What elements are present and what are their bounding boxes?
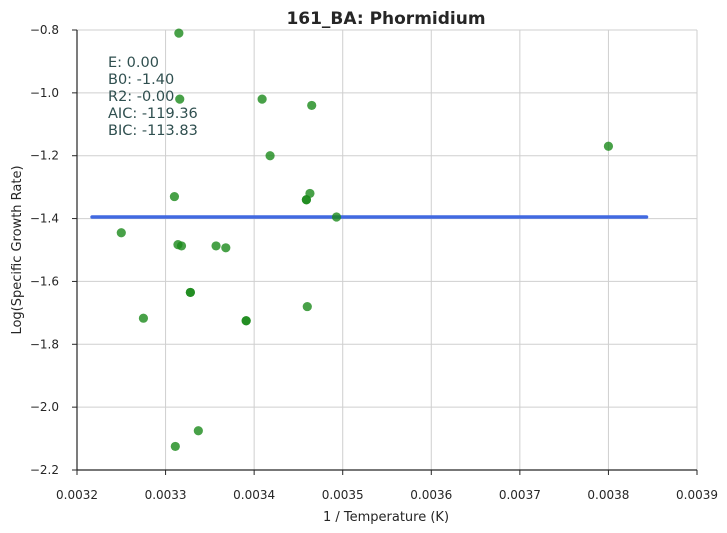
x-tick-label: 0.0036 <box>410 488 452 502</box>
data-point <box>331 212 342 222</box>
data-point <box>265 151 275 161</box>
stats-annotation: E: 0.00 B0: -1.40 R2: -0.00 AIC: -119.36… <box>108 55 198 139</box>
data-point <box>307 100 317 111</box>
y-tick-label: −1.2 <box>30 149 59 163</box>
data-point <box>257 94 267 104</box>
annotation-b0: B0: -1.40 <box>108 72 174 88</box>
x-tick-label: 0.0034 <box>233 488 275 502</box>
y-axis-title: Log(Specific Growth Rate) <box>10 165 25 334</box>
data-point <box>174 28 184 38</box>
data-point <box>302 301 312 312</box>
data-point <box>603 141 614 151</box>
annotation-aic: AIC: -119.36 <box>108 106 198 122</box>
annotation-r2: R2: -0.00 <box>108 89 174 105</box>
data-point <box>138 313 149 323</box>
y-tick-label: −1.4 <box>30 212 59 226</box>
chart-title: 161_BA: Phormidium <box>286 9 485 29</box>
x-tick-label: 0.0035 <box>322 488 364 502</box>
data-point <box>193 426 203 436</box>
data-point <box>170 441 180 452</box>
scatter-points <box>116 28 614 452</box>
annotation-bic: BIC: -113.83 <box>108 123 198 139</box>
data-point <box>185 287 195 298</box>
data-point <box>176 241 187 251</box>
x-tick-label: 0.0032 <box>56 488 98 502</box>
y-tick-label: −2.0 <box>30 400 59 414</box>
x-tick-label: 0.0039 <box>676 488 718 502</box>
data-point <box>301 195 311 205</box>
annotation-e: E: 0.00 <box>108 55 159 71</box>
y-tick-label: −1.6 <box>30 274 59 288</box>
y-tick-label: −0.8 <box>30 23 59 37</box>
data-point <box>241 316 251 326</box>
x-tick-label: 0.0033 <box>145 488 187 502</box>
x-tick-label: 0.0038 <box>587 488 629 502</box>
data-point <box>175 94 185 104</box>
y-tick-label: −2.2 <box>30 463 59 477</box>
x-axis-title: 1 / Temperature (K) <box>323 510 449 525</box>
data-point <box>211 241 221 251</box>
axes: 0.0032 0.0033 0.0034 0.0035 0.0036 0.0037 0.00… <box>30 23 718 502</box>
y-tick-label: −1.0 <box>30 86 59 100</box>
data-point <box>221 243 231 253</box>
data-point <box>169 191 180 202</box>
x-tick-label: 0.0037 <box>499 488 541 502</box>
y-tick-label: −1.8 <box>30 337 59 351</box>
data-point <box>116 228 126 238</box>
